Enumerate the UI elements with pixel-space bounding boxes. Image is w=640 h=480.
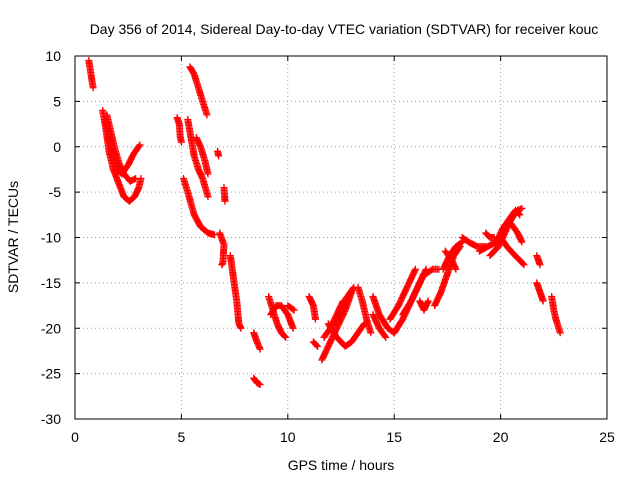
data-point <box>520 261 528 269</box>
x-axis-label: GPS time / hours <box>288 457 395 473</box>
y-tick-label: -20 <box>41 320 61 336</box>
data-point <box>536 261 544 269</box>
y-tick-label: 0 <box>53 139 61 155</box>
data-point <box>256 345 264 353</box>
x-tick-label: 25 <box>599 429 615 445</box>
y-tick-label: -15 <box>41 275 61 291</box>
data-point <box>215 152 223 160</box>
data-point <box>289 324 297 332</box>
x-tick-label: 5 <box>178 429 186 445</box>
data-point <box>221 197 229 205</box>
y-tick-label: -25 <box>41 366 61 382</box>
data-point <box>256 381 264 389</box>
data-point <box>358 297 366 305</box>
data-point <box>135 142 143 150</box>
data-point <box>519 260 527 268</box>
data-point <box>313 341 321 349</box>
data-point <box>314 342 322 350</box>
data-point <box>367 329 375 337</box>
y-tick-label: -5 <box>49 184 62 200</box>
data-point <box>136 141 144 149</box>
data-point <box>452 265 460 273</box>
data-point <box>518 238 526 246</box>
data-point <box>218 261 226 269</box>
data-point <box>177 138 185 146</box>
data-point <box>289 305 297 313</box>
data-point <box>203 111 211 119</box>
x-tick-label: 10 <box>280 429 296 445</box>
data-points <box>85 57 564 389</box>
data-point <box>130 175 138 183</box>
data-point <box>204 193 212 201</box>
data-point <box>282 333 290 341</box>
data-point <box>556 329 564 337</box>
data-point <box>89 84 97 92</box>
data-point <box>516 211 524 219</box>
data-point <box>382 333 390 341</box>
y-axis-label: SDTVAR / TECUs <box>5 181 21 293</box>
grid-lines <box>75 56 607 419</box>
data-point <box>515 210 523 218</box>
data-point <box>290 306 298 314</box>
y-tick-label: 10 <box>45 48 61 64</box>
tick-labels: 0 5 10 15 20 25 -30 -25 -20 -15 -10 -5 0 5 10 <box>41 48 615 445</box>
data-point <box>424 297 432 305</box>
data-point <box>518 204 526 212</box>
x-tick-label: 15 <box>386 429 402 445</box>
plot-border <box>74 55 608 420</box>
y-tick-label: -10 <box>41 230 61 246</box>
data-point <box>132 175 140 183</box>
data-point <box>204 170 212 178</box>
data-point <box>457 239 465 247</box>
chart-title: Day 356 of 2014, Sidereal Day-to-day VTE… <box>90 21 599 37</box>
data-point <box>210 231 218 239</box>
y-tick-label: 5 <box>53 93 61 109</box>
data-point <box>281 332 289 340</box>
data-point <box>311 315 319 323</box>
data-point <box>237 324 245 332</box>
x-tick-label: 20 <box>493 429 509 445</box>
x-tick-label: 0 <box>71 429 79 445</box>
data-point <box>411 265 419 273</box>
data-point <box>381 332 389 340</box>
data-point <box>539 297 547 305</box>
y-tick-label: -30 <box>41 411 61 427</box>
